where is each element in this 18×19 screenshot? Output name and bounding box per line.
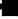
Point bbox=[11, 14, 12, 15]
Point bbox=[13, 14, 14, 15]
Text: R=0.996: R=0.996 bbox=[11, 0, 18, 15]
